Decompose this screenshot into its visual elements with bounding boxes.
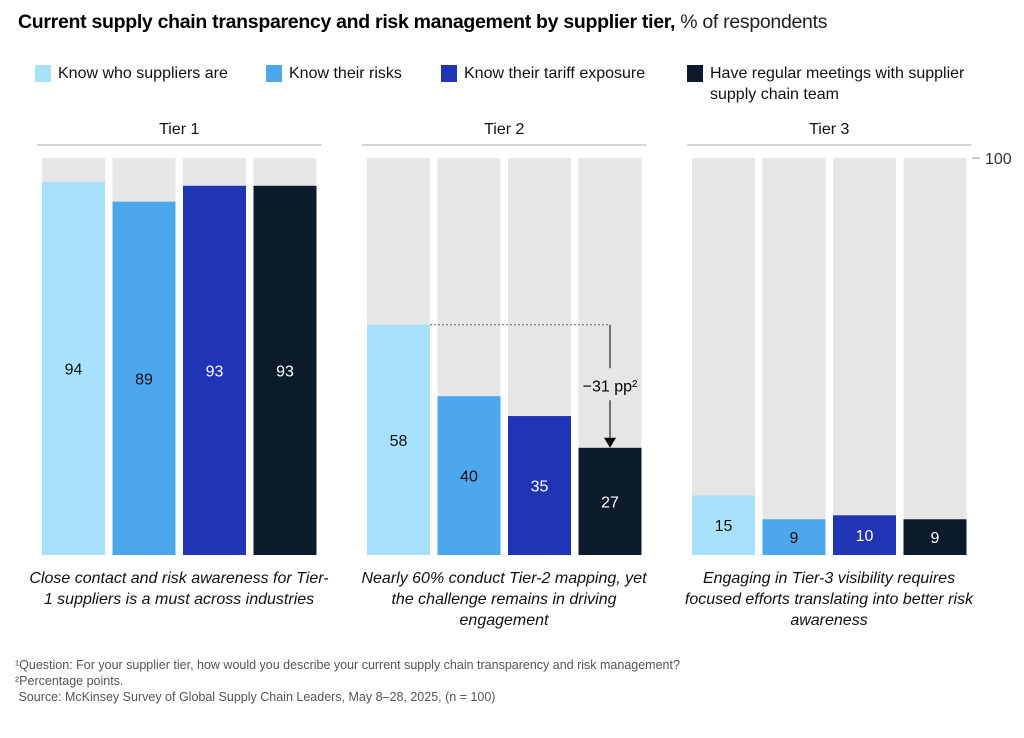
bar: [42, 181, 105, 555]
legend-label: Have regular meetings with supplier supp…: [710, 65, 965, 103]
bar: [508, 416, 571, 555]
bar: [437, 396, 501, 555]
tier-2-note: Nearly 60% conduct Tier-2 mapping, yet t…: [361, 570, 647, 629]
bar: [903, 519, 967, 555]
legend-swatch: [687, 65, 703, 82]
bar-track: [692, 158, 755, 555]
legend-item: Know who suppliers are: [35, 63, 228, 84]
legend-swatch: [441, 65, 457, 82]
bar-value-label: 10: [856, 528, 874, 545]
y-axis-tick-label: 100: [985, 151, 1012, 168]
arrow-down-icon: [604, 437, 616, 448]
bar: [183, 185, 246, 556]
bar: [762, 519, 826, 555]
legend-item: Know their risks: [266, 63, 402, 84]
chart-title: Current supply chain transparency and ri…: [18, 11, 828, 33]
chart-subtitle: % of respondents: [680, 11, 828, 33]
bar: [833, 515, 896, 555]
bar-value-label: 15: [715, 518, 733, 535]
bar-value-label: 89: [135, 371, 153, 388]
bar: [112, 201, 176, 556]
bar-value-label: 35: [531, 479, 549, 496]
bar: [367, 324, 430, 555]
annotation-label: −31 pp²: [583, 378, 638, 395]
bar: [578, 447, 642, 555]
footnote-pp: ²Percentage points.: [15, 674, 124, 688]
legend-swatch: [35, 65, 51, 82]
legend-item: Know their tariff exposure: [441, 63, 645, 84]
footnote-question: ¹Question: For your supplier tier, how w…: [15, 658, 680, 672]
tier-label: Tier 2: [484, 121, 524, 138]
bar-value-label: 94: [65, 361, 83, 378]
bar-value-label: 58: [390, 433, 408, 450]
legend-label: Know who suppliers are: [58, 65, 228, 82]
tier-3-note: Engaging in Tier-3 visibility requires f…: [684, 570, 974, 629]
bar-value-label: 40: [460, 469, 478, 486]
bar-track: [833, 158, 896, 555]
bar-value-label: 93: [276, 363, 294, 380]
bar: [692, 495, 755, 555]
bar-value-label: 27: [601, 494, 619, 511]
bar-value-label: 9: [790, 530, 799, 547]
legend-swatch: [266, 65, 282, 82]
legend-item: Have regular meetings with supplier supp…: [687, 63, 997, 105]
legend-label: Know their tariff exposure: [464, 65, 646, 82]
bar-value-label: 9: [931, 530, 940, 547]
tier-label: Tier 1: [159, 121, 199, 138]
bar-value-label: 93: [206, 363, 224, 380]
bar-track: [903, 158, 967, 555]
bar-track: [762, 158, 826, 555]
footnote-source: Source: McKinsey Survey of Global Supply…: [15, 690, 496, 704]
tier-label: Tier 3: [809, 121, 849, 138]
tier-1-note: Close contact and risk awareness for Tie…: [29, 570, 329, 608]
bar: [253, 185, 317, 556]
legend-label: Know their risks: [289, 65, 402, 82]
